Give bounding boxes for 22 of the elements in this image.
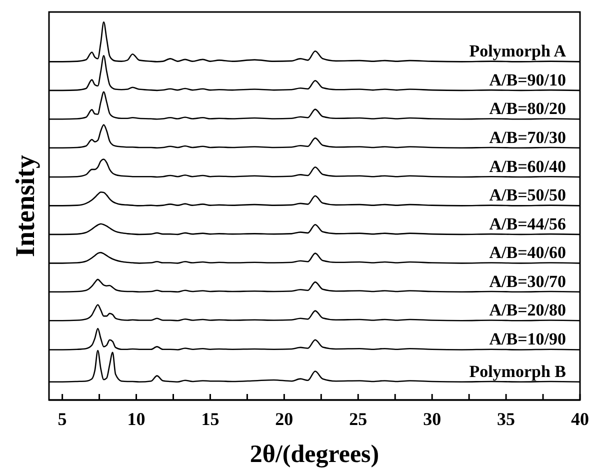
series-label: A/B=30/70 [489,272,566,291]
series-label: A/B=50/50 [489,186,566,205]
x-tick-label: 30 [423,408,442,429]
series-label: Polymorph A [469,42,567,61]
x-axis-title: 2θ/(degrees) [250,441,380,468]
series-label: A/B=60/40 [489,156,566,176]
series-label: A/B=44/56 [489,214,566,234]
series-label: Polymorph B [469,362,566,381]
series-label: A/B=10/90 [489,330,566,349]
series-label: A/B=80/20 [489,99,566,118]
x-tick-label: 20 [275,408,294,429]
series-label: A/B=20/80 [489,300,566,320]
x-tick-label: 10 [127,408,146,429]
x-tick-label: 15 [201,408,220,429]
x-tick-label: 35 [497,408,516,429]
series-label: A/B=40/60 [489,243,566,262]
x-tick-label: 5 [58,408,67,429]
x-tick-label: 25 [349,408,368,429]
series-label: A/B=70/30 [489,128,566,147]
series-label: A/B=90/10 [489,70,566,90]
x-tick-label: 40 [571,408,589,429]
y-axis-title: Intensity [10,154,40,258]
